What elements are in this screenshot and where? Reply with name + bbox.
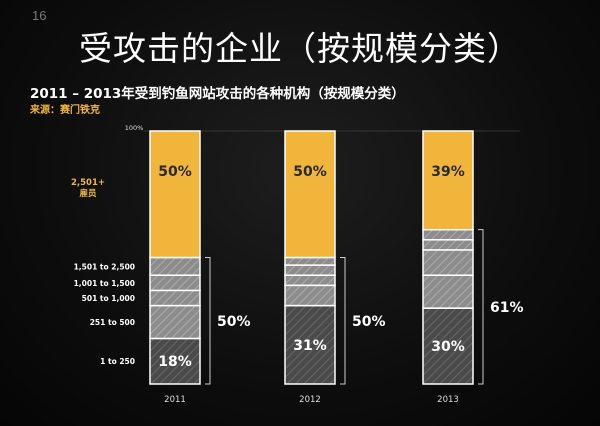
bar-2012-segment-0	[284, 304, 336, 385]
bar-2013-segment-2	[422, 249, 474, 276]
chart-source: 来源：赛门铁克	[30, 105, 100, 116]
bar-2013-label-5: 39%	[431, 164, 465, 180]
slide-number: 16	[32, 8, 47, 23]
y-tick-label-1: 251 to 500	[90, 318, 135, 327]
bar-2013-segment-1	[422, 274, 474, 309]
x-tick-label-2011: 2011	[164, 395, 186, 405]
bar-2012-segment-4	[284, 256, 336, 266]
bracket-label-2011: 50%	[217, 314, 251, 330]
bar-2013-label-0: 30%	[431, 339, 465, 355]
page-title: 受攻击的企业（按规模分类）	[79, 29, 521, 68]
y-tick-label-0: 1 to 250	[100, 357, 135, 366]
bar-2012-label-0: 31%	[293, 338, 327, 354]
bracket-label-2013: 61%	[490, 300, 524, 316]
bar-2011-label-0: 18%	[158, 354, 192, 370]
bar-2011-label-5: 50%	[158, 164, 192, 180]
bar-2012-segment-1	[284, 284, 336, 307]
y-tick-label-3: 1,001 to 1,500	[74, 279, 135, 288]
y-tick-label-4: 1,501 to 2,500	[74, 262, 135, 271]
bar-2011-segment-1	[149, 304, 201, 340]
bar-2011-segment-4	[149, 256, 201, 276]
bar-2013-segment-5	[422, 130, 474, 231]
legend-top-line2: 雇员	[78, 188, 97, 199]
bracket-2011	[205, 257, 211, 385]
bracket-2013	[478, 229, 484, 385]
bar-2011-segment-0	[149, 337, 201, 385]
y-tick-label-2: 501 to 1,000	[82, 294, 135, 303]
bar-2012-segment-3	[284, 264, 336, 276]
bar-2013-segment-4	[422, 228, 474, 241]
x-tick-label-2012: 2012	[299, 395, 321, 405]
bar-2013-segment-3	[422, 239, 474, 251]
bar-2011-segment-2	[149, 289, 201, 307]
x-tick-label-2013: 2013	[437, 395, 459, 405]
legend-top-line1: 2,501+	[71, 178, 105, 188]
chart-title: 2011 – 2013年受到钓鱼网站攻击的各种机构（按规模分类）	[30, 86, 405, 102]
bar-2012-label-5: 50%	[293, 164, 327, 180]
bar-2011-segment-5	[149, 130, 201, 259]
bar-2011-segment-3	[149, 274, 201, 292]
bracket-2012	[340, 257, 346, 385]
y-axis-top-label: 100%	[125, 124, 144, 132]
chart-layer: 100% 18% 50% 2011 50% 31% 50% 2012 50% 30% 39% 2013…	[71, 124, 524, 405]
bar-2012-segment-2	[284, 274, 336, 287]
bar-2012-segment-5	[284, 130, 336, 259]
bracket-label-2012: 50%	[352, 314, 386, 330]
